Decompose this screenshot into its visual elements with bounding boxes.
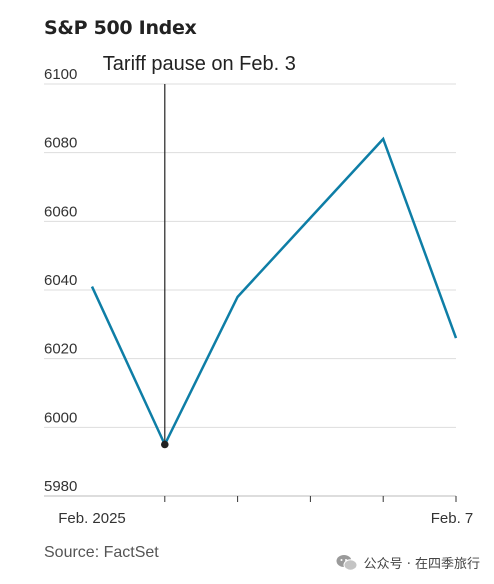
- source-note: Source: FactSet: [44, 544, 159, 561]
- y-tick-label: 6020: [44, 341, 77, 358]
- annotation-label: Tariff pause on Feb. 3: [103, 53, 296, 75]
- series-group: [90, 136, 458, 449]
- annotation-group: Tariff pause on Feb. 3: [103, 53, 296, 445]
- x-axis: Feb. 2025 Feb. 7: [44, 495, 474, 527]
- y-tick-label: 6060: [44, 203, 77, 220]
- chart-title: S&P 500 Index: [44, 17, 197, 39]
- y-tick-label: 6040: [44, 272, 77, 289]
- annotation-marker: [161, 440, 169, 449]
- y-tick-label: 6100: [44, 66, 77, 83]
- wechat-icon: [336, 554, 358, 572]
- watermark-text: 公众号 · 在四季旅行: [363, 557, 480, 572]
- y-axis-tick-labels: 5980 6000 6020 6040 6060 6080 6100: [44, 66, 77, 495]
- grid-lines: [44, 83, 456, 428]
- series-line: [90, 136, 458, 448]
- y-tick-label: 6000: [44, 409, 77, 426]
- watermark: 公众号 · 在四季旅行: [336, 553, 480, 572]
- x-tick-label: Feb. 7: [431, 510, 474, 527]
- y-tick-label: 6080: [44, 135, 77, 152]
- y-tick-label: 5980: [44, 478, 77, 495]
- x-tick-label: Feb. 2025: [58, 510, 126, 527]
